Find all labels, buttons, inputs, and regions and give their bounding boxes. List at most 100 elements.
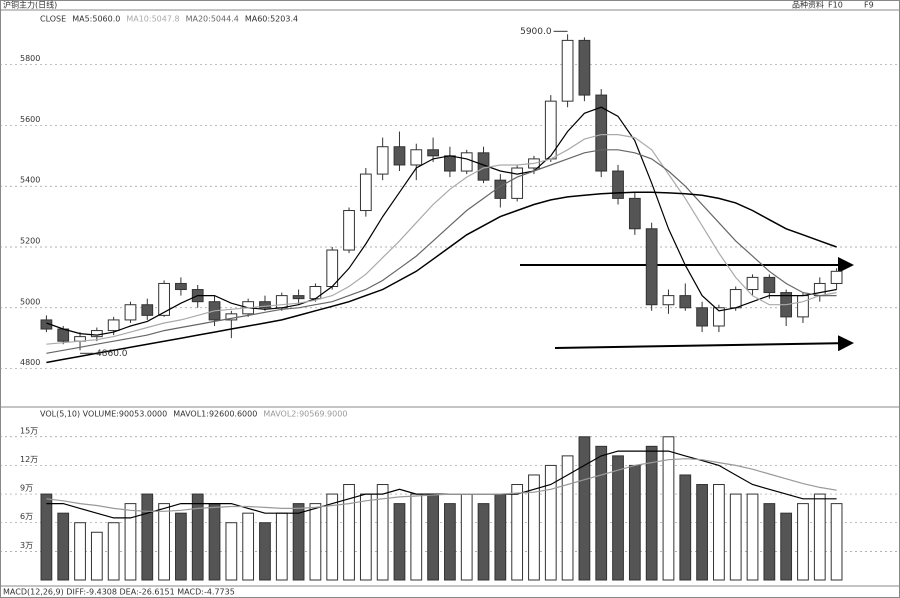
volume-bar <box>713 484 725 581</box>
y-tick-label: 5400 <box>20 176 40 185</box>
candle-body <box>662 295 675 306</box>
volume-bar <box>326 493 339 581</box>
y-tick-label: 6万 <box>20 512 33 521</box>
candle-body <box>797 295 809 318</box>
volume-bar <box>797 503 809 581</box>
candle-body <box>511 167 524 199</box>
candle-body <box>343 210 355 251</box>
volume-bar <box>107 522 120 581</box>
volume-bar <box>393 503 406 581</box>
candle-body <box>595 94 608 172</box>
candle-body <box>410 149 423 166</box>
candle-body <box>309 286 322 300</box>
volume-bar <box>74 522 86 581</box>
ma-line <box>46 106 837 336</box>
volume-bar <box>612 455 624 581</box>
legend-label: CLOSE <box>40 15 66 24</box>
toolbar-button[interactable]: F9 <box>864 1 874 10</box>
volume-bar <box>595 445 608 581</box>
volume-bar <box>225 522 238 581</box>
ma-line <box>46 458 837 512</box>
volume-bar <box>427 493 439 581</box>
volume-bar <box>309 503 322 581</box>
volume-bar <box>578 436 591 581</box>
volume-bar <box>813 493 826 581</box>
candle-body <box>158 282 170 316</box>
volume-bar <box>763 503 776 581</box>
volume-bar <box>679 474 692 581</box>
y-tick-label: 12万 <box>20 455 38 464</box>
volume-bar <box>696 484 708 581</box>
legend-entry: MA5:5060.0 <box>72 15 120 24</box>
volume-bar <box>242 512 255 581</box>
candle-body <box>729 289 742 309</box>
volume-bar <box>376 484 389 581</box>
volume-bar <box>477 503 490 581</box>
volume-bar <box>141 493 154 581</box>
candle-body <box>628 197 641 230</box>
volume-bar <box>292 503 305 581</box>
candle-body <box>90 330 103 338</box>
candle-body <box>124 304 137 321</box>
y-tick-label: 4800 <box>20 358 40 367</box>
ma-line <box>46 149 837 354</box>
volume-bar <box>40 493 53 581</box>
annotation: 4860.0 <box>96 349 128 359</box>
candle-body <box>578 39 591 96</box>
candle-body <box>175 282 187 291</box>
volume-bar <box>645 445 658 581</box>
candle-body <box>393 146 406 166</box>
volume-bar <box>830 503 843 581</box>
y-tick-label: 9万 <box>20 484 33 493</box>
volume-bar <box>124 503 137 581</box>
volume-bar <box>175 512 187 581</box>
volume-bar <box>628 464 641 581</box>
volume-bar <box>460 493 473 581</box>
candle-body <box>359 173 372 212</box>
toolbar-button[interactable]: F10 <box>828 1 843 10</box>
volume-bar <box>662 436 675 581</box>
volume-bar <box>191 493 204 581</box>
ma-line <box>46 134 837 345</box>
y-tick-label: 5200 <box>20 237 40 246</box>
chart-title: 沪铜主力(日线) <box>3 0 57 10</box>
y-tick-label: 3万 <box>20 541 33 550</box>
candle-body <box>713 307 725 327</box>
candle-body <box>763 276 776 294</box>
volume-bar <box>359 493 372 581</box>
legend-entry: MAVOL1:92600.6000 <box>173 410 257 419</box>
candle-body <box>830 270 843 284</box>
volume-bar <box>780 512 793 581</box>
volume-bar <box>511 484 524 581</box>
volume-bar <box>275 512 288 581</box>
ma-line <box>46 191 837 364</box>
y-tick-label: 5800 <box>20 54 40 63</box>
candle-body <box>427 149 439 157</box>
volume-bar <box>208 503 221 581</box>
candle-body <box>645 228 658 306</box>
candle-body <box>275 295 288 309</box>
candle-body <box>561 39 574 102</box>
candle-body <box>612 170 624 199</box>
candle-body <box>141 304 154 316</box>
candle-body <box>746 276 759 291</box>
toolbar-button[interactable]: 品种资料 <box>792 0 824 10</box>
volume-bar <box>729 493 742 581</box>
volume-bar <box>561 455 574 581</box>
candle-body <box>107 319 120 332</box>
candle-body <box>376 146 389 175</box>
legend-entry: MAVOL2:90569.9000 <box>263 410 347 419</box>
footer: MACD(12,26,9) DIFF:-9.4308 DEA:-26.6151 … <box>3 588 235 597</box>
candle-body <box>460 152 473 172</box>
volume-bar <box>544 464 557 581</box>
y-tick-label: 5000 <box>20 297 40 306</box>
candle-body <box>679 295 692 309</box>
candle-body <box>494 179 507 199</box>
legend-entry: MA20:5044.4 <box>186 15 239 24</box>
candle-body <box>696 307 708 327</box>
volume-bar <box>343 484 355 581</box>
trend-line <box>554 335 854 352</box>
candle-body <box>326 249 339 288</box>
legend-entry: MA60:5203.4 <box>245 15 298 24</box>
y-tick-label: 5600 <box>20 115 40 124</box>
